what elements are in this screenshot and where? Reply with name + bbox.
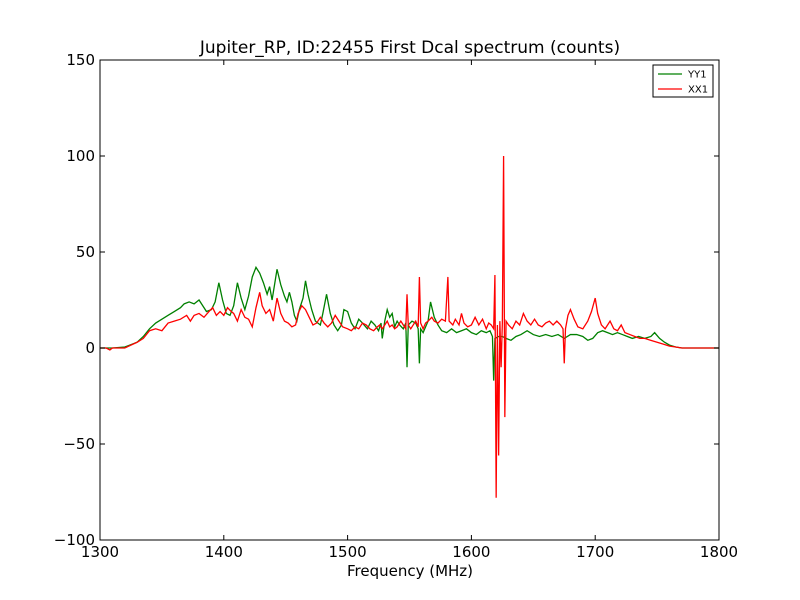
axes-frame — [99, 59, 720, 541]
x-tick-label: 1400 — [205, 543, 243, 561]
x-tick-label: 1600 — [452, 543, 490, 561]
y-tick-label: −100 — [54, 531, 95, 549]
chart-title: Jupiter_RP, ID:22455 First Dcal spectrum… — [199, 38, 620, 58]
x-tick-label: 1700 — [576, 543, 614, 561]
x-tick-label: 1300 — [81, 543, 119, 561]
series-line-yy1 — [100, 265, 719, 381]
y-tick-label: 100 — [66, 147, 95, 165]
y-tick-label: −50 — [63, 435, 95, 453]
y-tick-label: 50 — [76, 243, 95, 261]
y-tick-label: 0 — [85, 339, 95, 357]
x-tick-label: 1800 — [700, 543, 738, 561]
x-tick-label: 1500 — [329, 543, 367, 561]
y-tick-label: 150 — [66, 51, 95, 69]
plot-area — [100, 155, 719, 498]
series-line-xx1 — [100, 155, 719, 498]
legend-label-yy1: YY1 — [687, 70, 707, 81]
x-axis-label: Frequency (MHz) — [347, 562, 473, 580]
legend-box — [652, 64, 714, 98]
legend-label-xx1: XX1 — [688, 85, 708, 96]
axes: 1300 1400 1500 1600 1700 1800 −100 −50 0 50 100 150 — [54, 51, 738, 561]
